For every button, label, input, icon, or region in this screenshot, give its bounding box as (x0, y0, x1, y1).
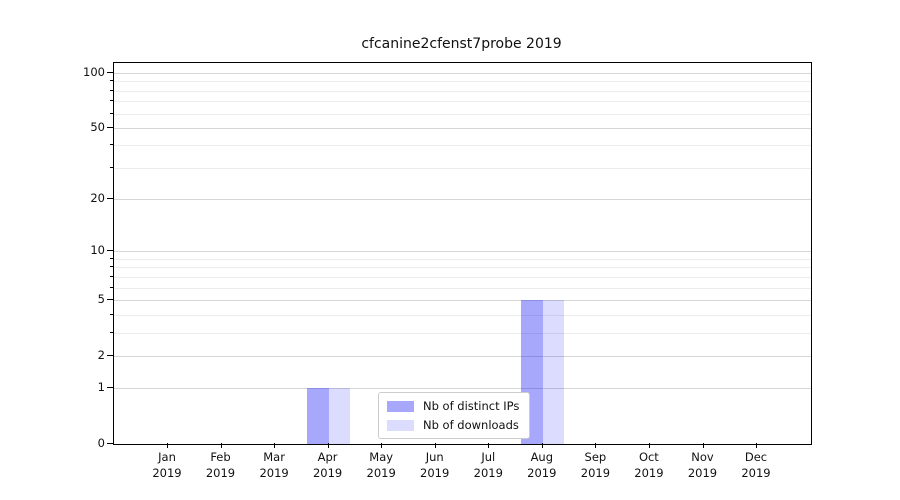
gridline-minor (114, 113, 811, 115)
gridline-minor (114, 276, 811, 278)
gridline-major (114, 72, 811, 74)
gridline-minor (114, 267, 811, 269)
legend-label-distinct-ips: Nb of distinct IPs (423, 399, 520, 413)
legend-item-distinct-ips: Nb of distinct IPs (387, 399, 519, 413)
gridline-major (114, 127, 811, 129)
y-axis-minor-tick (110, 313, 113, 315)
x-axis-tick-label: Jan 2019 (152, 450, 182, 480)
x-axis-tick-label: Apr 2019 (312, 450, 343, 480)
y-axis-minor-tick (110, 331, 113, 333)
y-axis-minor-tick (110, 275, 113, 277)
gridline-major (114, 388, 811, 390)
x-axis-tick (381, 443, 383, 448)
y-axis-tick-label: 10 (90, 243, 105, 258)
x-axis-tick-label: May 2019 (366, 450, 396, 480)
gridline-minor (114, 314, 811, 316)
y-axis-tick (107, 387, 113, 389)
gridline-minor (114, 167, 811, 169)
legend-swatch-downloads (387, 419, 414, 431)
y-axis-minor-tick (110, 89, 113, 91)
y-axis-tick (107, 443, 113, 444)
x-axis-tick (274, 443, 276, 448)
legend-label-downloads: Nb of downloads (423, 418, 519, 432)
x-axis-tick-label: Feb 2019 (205, 450, 236, 480)
y-axis-tick (107, 250, 113, 252)
x-axis-tick-label: Jun 2019 (420, 450, 450, 480)
y-axis-tick-label: 5 (97, 291, 105, 306)
x-axis-tick-label: Nov 2019 (687, 450, 718, 480)
x-axis-tick (488, 443, 490, 448)
gridline-minor (114, 101, 811, 103)
y-axis-minor-tick (110, 100, 113, 102)
gridline-major (114, 199, 811, 201)
gridline-minor (114, 332, 811, 334)
gridline-minor (114, 145, 811, 147)
y-axis-minor-tick (110, 144, 113, 146)
y-axis-minor-tick (110, 80, 113, 82)
x-axis-tick (648, 443, 650, 448)
x-axis-tick-label: Oct 2019 (634, 450, 664, 480)
gridline-minor (114, 287, 811, 289)
chart-title: cfcanine2cfenst7probe 2019 (361, 36, 562, 52)
gridline-minor (114, 258, 811, 260)
x-axis-tick (434, 443, 436, 448)
legend-item-downloads: Nb of downloads (387, 418, 519, 432)
y-axis-minor-tick (110, 286, 113, 288)
y-axis-tick (107, 354, 113, 356)
y-axis-tick (107, 71, 113, 73)
x-axis-tick (327, 443, 329, 448)
y-axis-minor-tick (110, 266, 113, 268)
y-axis-minor-tick (110, 166, 113, 168)
y-axis-tick (107, 298, 113, 300)
x-axis-tick (220, 443, 222, 448)
x-axis-tick (541, 443, 543, 448)
bar-distinct-ips-apr (307, 388, 329, 444)
x-axis-tick-label: Sep 2019 (580, 450, 611, 480)
x-axis-tick-label: Jul 2019 (473, 450, 503, 480)
gridline-major (114, 251, 811, 253)
legend: Nb of distinct IPs Nb of downloads (378, 392, 531, 439)
y-axis-tick-label: 1 (97, 380, 105, 395)
gridline-minor (114, 81, 811, 83)
gridline-major (114, 299, 811, 301)
y-axis-tick-label: 50 (90, 119, 105, 134)
y-axis-minor-tick (110, 257, 113, 259)
y-axis-tick-label: 100 (83, 64, 105, 79)
gridline-major (114, 355, 811, 357)
x-axis-tick (595, 443, 597, 448)
x-axis-tick (756, 443, 757, 448)
y-axis-tick-label: 2 (97, 347, 105, 362)
x-axis-tick-label: Mar 2019 (259, 450, 289, 480)
gridline-minor (114, 90, 811, 92)
y-axis-minor-tick (110, 112, 113, 114)
x-axis-tick-label: Dec 2019 (741, 450, 771, 480)
bar-downloads-aug (542, 299, 565, 444)
y-axis-tick-label: 20 (90, 191, 105, 206)
y-axis-tick (107, 126, 113, 128)
x-axis-tick (702, 443, 704, 448)
plot-area: Nb of distinct IPs Nb of downloads (113, 62, 812, 445)
y-axis-tick-label: 0 (97, 436, 105, 450)
y-axis-tick (107, 198, 113, 200)
x-axis-tick (167, 443, 168, 448)
x-axis-tick-label: Aug 2019 (527, 450, 557, 480)
legend-swatch-distinct-ips (387, 400, 414, 412)
bar-downloads-apr (328, 388, 351, 444)
